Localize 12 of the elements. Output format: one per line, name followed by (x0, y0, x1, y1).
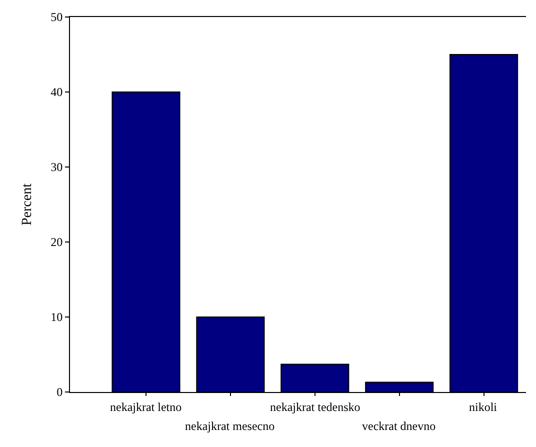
y-tick-label: 40 (50, 85, 63, 100)
x-tick-label: nekajkrat letno (110, 400, 182, 414)
y-tick-label: 30 (50, 160, 63, 174)
x-tick-label: nekajkrat tedensko (270, 400, 360, 414)
y-tick-label: 20 (50, 235, 63, 250)
x-tick-label: nekajkrat mesecno (185, 419, 275, 433)
x-tick-label: veckrat dnevno (362, 419, 436, 433)
y-tick-label: 10 (50, 310, 63, 324)
y-axis-title: Percent (20, 183, 36, 226)
y-tick-label: 0 (56, 385, 63, 400)
y-tick-label: 50 (50, 10, 63, 24)
x-tick-label: nikoli (469, 400, 498, 414)
